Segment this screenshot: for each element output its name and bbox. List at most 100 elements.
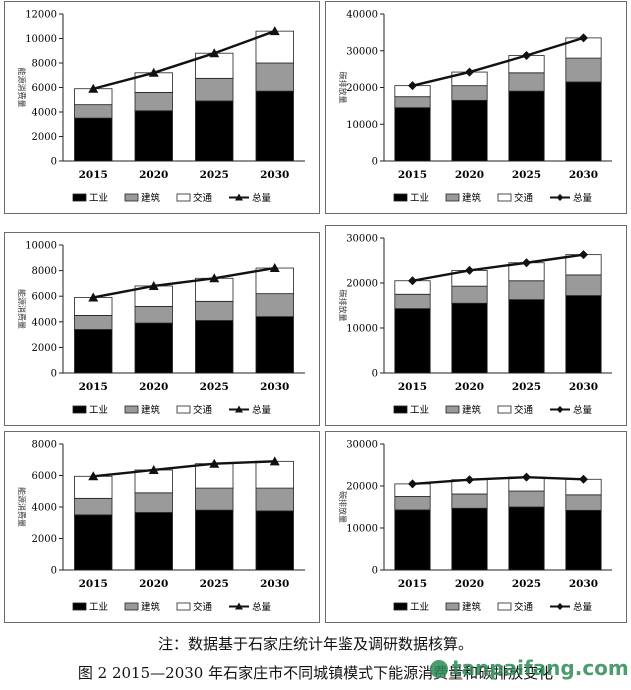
bar-segment-工业 xyxy=(508,506,545,571)
bar-segment-建筑 xyxy=(451,285,488,304)
x-tick-label: 2030 xyxy=(569,381,598,393)
legend-label: 总量 xyxy=(573,404,593,416)
total-line xyxy=(93,266,275,299)
legend-label: 建筑 xyxy=(462,404,482,416)
legend-label: 总量 xyxy=(252,601,272,613)
x-tick-label: 2030 xyxy=(260,578,289,590)
bar-segment-工业 xyxy=(255,510,294,571)
total-point xyxy=(579,474,588,484)
total-point xyxy=(148,67,159,77)
bar-segment-工业 xyxy=(255,316,294,374)
y-tick-label: 10000 xyxy=(346,524,378,535)
legend-total-marker xyxy=(235,602,243,610)
total-point xyxy=(408,479,417,489)
y-tick-label: 0 xyxy=(372,566,378,577)
bar-segment-工业 xyxy=(195,320,234,374)
legend-label: 工业 xyxy=(89,193,108,204)
legend-label: 建筑 xyxy=(141,192,161,204)
bar-segment-工业 xyxy=(74,329,113,374)
y-tick-label: 4000 xyxy=(32,503,57,514)
x-tick-label: 2025 xyxy=(512,381,541,393)
legend-label: 总量 xyxy=(252,192,272,204)
total-point xyxy=(269,26,280,36)
total-point xyxy=(148,464,159,474)
x-tick-label: 2015 xyxy=(79,578,108,590)
x-tick-label: 2025 xyxy=(512,578,541,590)
total-point xyxy=(465,265,474,275)
y-axis-title: 碳排放量 xyxy=(338,72,348,104)
legend-label: 交通 xyxy=(514,192,534,204)
chart-svg-5: 0 2000 4000 6000 8000 能源消费量 2015 2020 2025 2030 工业… xyxy=(17,440,305,613)
chart-svg-2: 0 10000 20000 30000 40000 碳排放量 2015 2020 2025 203… xyxy=(338,10,612,204)
bar-segment-工业 xyxy=(195,100,234,162)
legend-total-marker xyxy=(235,193,243,201)
legend-swatch-交通 xyxy=(497,193,512,202)
x-tick-label: 2030 xyxy=(260,169,289,181)
x-tick-label: 2020 xyxy=(139,169,168,181)
bar-segment-建筑 xyxy=(74,104,113,119)
total-point xyxy=(88,292,99,302)
legend-swatch-工业 xyxy=(393,193,408,202)
legend-swatch-建筑 xyxy=(445,602,460,611)
bar-segment-工业 xyxy=(565,509,602,571)
bar-segment-建筑 xyxy=(74,497,113,516)
bar-segment-工业 xyxy=(134,110,173,162)
y-tick-label: 8000 xyxy=(32,440,57,451)
y-tick-label: 2000 xyxy=(32,534,57,545)
chart-svg-1: 0 2000 4000 6000 8000 10000 12000 能源消费量 2015 2020… xyxy=(17,10,305,204)
legend-swatch-工业 xyxy=(393,405,408,414)
chart-svg-3: 0 2000 4000 6000 8000 10000 能源消费量 2015 2020 2025 2… xyxy=(17,241,305,416)
total-point xyxy=(148,280,159,290)
y-tick-label: 8000 xyxy=(32,266,57,277)
y-axis-title: 能源消费量 xyxy=(17,487,27,527)
x-tick-label: 2020 xyxy=(455,381,484,393)
legend-swatch-建筑 xyxy=(445,193,460,202)
chart-panel-1: 0 2000 4000 6000 8000 10000 12000 能源消费量 2015 2020… xyxy=(4,1,320,214)
total-point xyxy=(209,273,220,283)
bar-segment-工业 xyxy=(565,295,602,374)
bar-segment-建筑 xyxy=(394,293,431,310)
total-point xyxy=(269,456,280,466)
y-tick-label: 0 xyxy=(51,369,57,380)
y-tick-label: 2000 xyxy=(32,343,57,354)
legend-label: 工业 xyxy=(89,405,108,416)
y-axis-title: 碳排放量 xyxy=(338,491,348,523)
bar-segment-建筑 xyxy=(134,492,173,513)
total-line xyxy=(412,36,584,87)
legend-label: 交通 xyxy=(193,601,213,613)
bar-segment-建筑 xyxy=(134,92,173,112)
y-tick-label: 10000 xyxy=(346,324,378,335)
x-tick-label: 2015 xyxy=(79,169,108,181)
bar-segment-工业 xyxy=(508,299,545,374)
total-point xyxy=(88,83,99,93)
chart-panel-6: 0 10000 20000 30000 碳排放量 2015 2020 2025 2030 工业 建筑… xyxy=(325,431,627,623)
watermark-logo-icon xyxy=(430,660,448,678)
x-tick-label: 2020 xyxy=(139,381,168,393)
bar-segment-工业 xyxy=(255,90,294,162)
legend-swatch-交通 xyxy=(176,193,191,202)
total-point xyxy=(408,276,417,286)
legend-swatch-交通 xyxy=(176,602,191,611)
bar-segment-建筑 xyxy=(565,57,602,83)
legend-swatch-建筑 xyxy=(124,193,139,202)
bar-segment-建筑 xyxy=(255,62,294,92)
x-tick-label: 2030 xyxy=(569,169,598,181)
legend-label: 工业 xyxy=(410,602,429,613)
total-point xyxy=(522,258,531,268)
y-tick-label: 6000 xyxy=(32,471,57,482)
bar-segment-建筑 xyxy=(451,493,488,509)
y-tick-label: 30000 xyxy=(346,46,378,57)
bar-segment-工业 xyxy=(195,509,234,571)
total-line xyxy=(93,460,275,478)
chart-panel-4: 0 10000 20000 30000 碳排放量 2015 2020 2025 2030 工业 建筑… xyxy=(325,225,627,426)
total-point xyxy=(522,472,531,482)
total-line xyxy=(412,253,584,282)
legend-total-marker xyxy=(556,603,564,610)
legend-total-marker xyxy=(235,405,243,413)
bar-segment-建筑 xyxy=(565,274,602,297)
bar-segment-工业 xyxy=(451,302,488,374)
y-tick-label: 0 xyxy=(51,566,57,577)
y-tick-label: 6000 xyxy=(32,292,57,303)
bar-segment-建筑 xyxy=(74,315,113,330)
total-point xyxy=(522,51,531,61)
